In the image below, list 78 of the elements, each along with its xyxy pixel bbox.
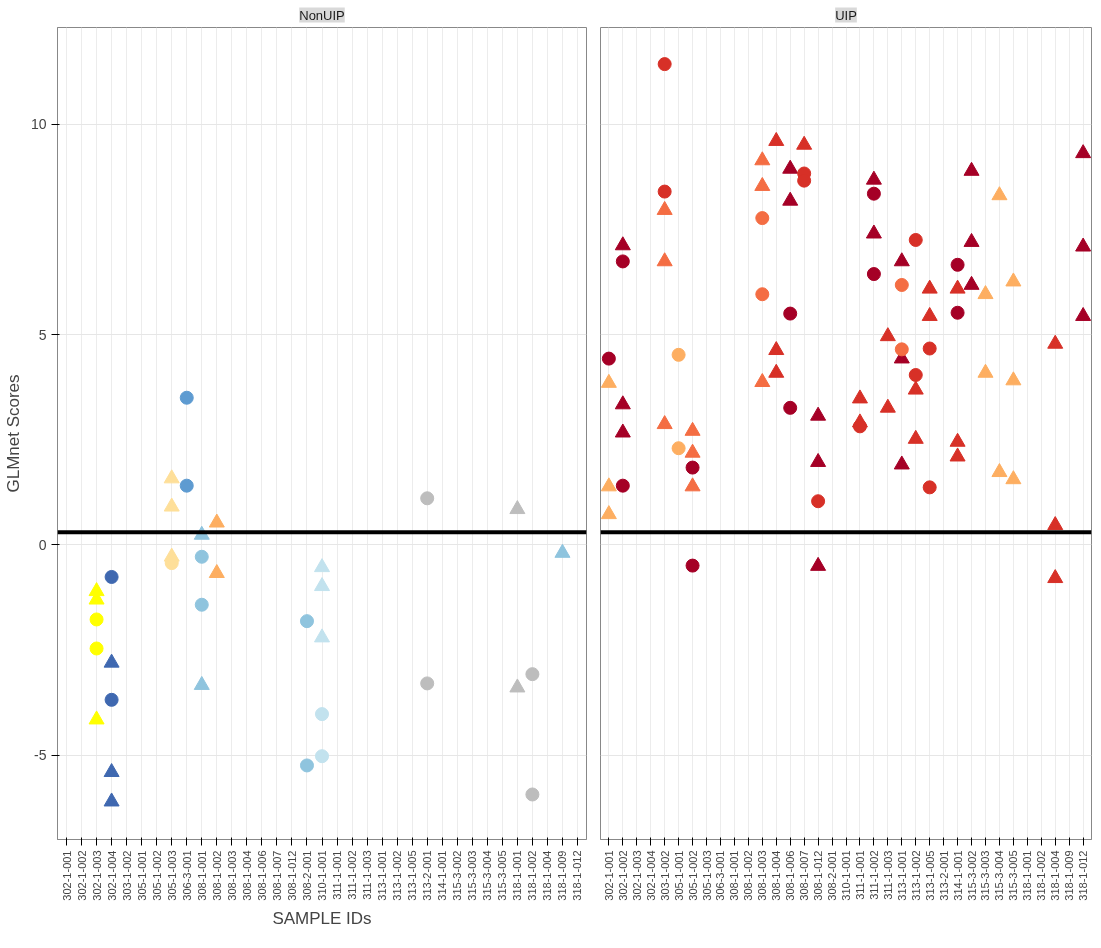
x-tick-label: 311-1-003 bbox=[361, 850, 374, 900]
x-tick-label: 308-1-007 bbox=[798, 850, 811, 901]
x-tick-label: 315-3-002 bbox=[965, 850, 978, 901]
x-tick-label: 305-1-001 bbox=[672, 850, 685, 901]
x-tick-label: 308-2-001 bbox=[300, 850, 313, 901]
x-tick-label: 318-1-012 bbox=[1077, 850, 1090, 901]
x-tick-label: 318-1-002 bbox=[526, 850, 539, 901]
x-tick-label: 308-1-004 bbox=[240, 850, 253, 901]
x-tick-label: 305-1-003 bbox=[165, 850, 178, 901]
x-tick-label: 308-1-006 bbox=[784, 850, 797, 901]
x-tick-label: 308-1-007 bbox=[270, 850, 283, 901]
y-tick-label: 5 bbox=[38, 326, 47, 343]
y-tick-label: -5 bbox=[34, 747, 47, 764]
x-tick-label: 305-1-002 bbox=[686, 850, 699, 901]
x-tick-label: 318-1-012 bbox=[571, 850, 584, 901]
x-tick-label: 318-1-001 bbox=[1021, 850, 1034, 901]
x-tick-label: 302-1-001 bbox=[602, 850, 615, 901]
x-tick-label: 315-3-002 bbox=[451, 850, 464, 901]
x-tick-label: 313-1-001 bbox=[895, 850, 908, 901]
x-tick-label: 308-2-001 bbox=[826, 850, 839, 901]
x-tick-label: 313-2-001 bbox=[937, 850, 950, 901]
x-tick-label: 302-1-001 bbox=[60, 850, 73, 901]
x-tick-label: 308-1-012 bbox=[285, 850, 298, 901]
x-tick-label: 308-1-003 bbox=[225, 850, 238, 901]
x-tick-label: 315-3-003 bbox=[979, 850, 992, 901]
x-tick-label: 308-1-002 bbox=[210, 850, 223, 901]
x-tick-label: 302-1-003 bbox=[630, 850, 643, 901]
x-tick-label: 302-1-004 bbox=[105, 850, 118, 901]
x-tick-label: 313-1-005 bbox=[923, 850, 936, 901]
y-axis-title: GLMnet Scores bbox=[3, 374, 23, 493]
x-tick-label: 311-1-001 bbox=[331, 850, 344, 900]
x-tick-label: 318-1-002 bbox=[1035, 850, 1048, 901]
x-tick-label: 315-3-004 bbox=[993, 850, 1006, 901]
x-tick-label: 318-1-004 bbox=[541, 850, 554, 901]
x-tick-label: 318-1-001 bbox=[511, 850, 524, 901]
x-tick-label: 302-1-002 bbox=[616, 850, 629, 901]
x-tick-label: 306-3-001 bbox=[714, 850, 727, 901]
x-tick-label: 315-3-004 bbox=[481, 850, 494, 901]
x-tick-label: 311-1-003 bbox=[881, 850, 894, 900]
x-tick-label: 315-3-005 bbox=[1007, 850, 1020, 901]
x-tick-label: 313-2-001 bbox=[421, 850, 434, 901]
x-tick-label: 315-3-003 bbox=[466, 850, 479, 901]
x-tick-label: 311-1-002 bbox=[867, 850, 880, 900]
x-tick-label: 313-1-002 bbox=[391, 850, 404, 901]
x-tick-label: 308-1-001 bbox=[728, 850, 741, 901]
x-tick-label: 308-1-004 bbox=[770, 850, 783, 901]
x-tick-label: 311-1-001 bbox=[853, 850, 866, 900]
x-tick-label: 308-1-006 bbox=[255, 850, 268, 901]
x-tick-label: 308-1-012 bbox=[812, 850, 825, 901]
x-tick-label: 318-1-009 bbox=[1063, 850, 1076, 901]
x-tick-label: 318-1-004 bbox=[1049, 850, 1062, 901]
x-tick-label: 308-1-003 bbox=[756, 850, 769, 901]
y-tick-label: 10 bbox=[30, 116, 47, 133]
y-tick-label: 0 bbox=[38, 536, 47, 553]
x-tick-label: 305-1-002 bbox=[150, 850, 163, 901]
x-axis-title: SAMPLE IDs bbox=[272, 908, 372, 928]
x-tick-label: 302-1-002 bbox=[75, 850, 88, 901]
x-tick-label: 308-1-002 bbox=[742, 850, 755, 901]
x-tick-label: 302-1-003 bbox=[90, 850, 103, 901]
x-tick-label: 313-1-002 bbox=[909, 850, 922, 901]
x-tick-label: 305-1-003 bbox=[700, 850, 713, 901]
x-tick-label: 308-1-001 bbox=[195, 850, 208, 901]
x-tick-label: 313-1-005 bbox=[406, 850, 419, 901]
x-tick-label: 318-1-009 bbox=[556, 850, 569, 901]
x-tick-label: 315-3-005 bbox=[496, 850, 509, 901]
x-tick-label: 310-1-001 bbox=[840, 850, 852, 901]
x-tick-label: 303-1-002 bbox=[658, 850, 671, 901]
x-tick-label: 305-1-001 bbox=[135, 850, 148, 901]
x-tick-label: 302-1-004 bbox=[644, 850, 657, 901]
x-tick-label: 311-1-002 bbox=[346, 850, 359, 900]
x-tick-label: 303-1-002 bbox=[120, 850, 133, 901]
x-tick-label: 306-3-001 bbox=[180, 850, 193, 901]
x-tick-label: 313-1-001 bbox=[376, 850, 389, 901]
x-tick-label: 314-1-001 bbox=[436, 850, 449, 901]
chart-title: NonUIP bbox=[299, 7, 345, 23]
chart-title: UIP bbox=[835, 7, 857, 23]
x-tick-label: 310-1-001 bbox=[316, 850, 328, 901]
x-tick-label: 314-1-001 bbox=[951, 850, 964, 901]
